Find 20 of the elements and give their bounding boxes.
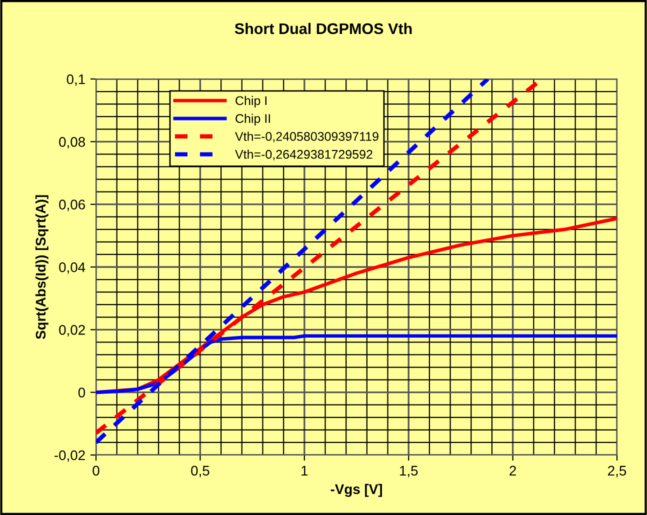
- y-tick-label: -0,02: [54, 450, 85, 462]
- x-tick-label: 0,5: [191, 466, 210, 478]
- legend-label: Vth=-0,240580309397119: [235, 132, 378, 142]
- y-tick-label: 0,06: [59, 200, 85, 212]
- y-tick-label: 0: [78, 388, 86, 398]
- y-tick-label: 0,04: [59, 262, 86, 274]
- y-tick-label: 0,1: [66, 74, 85, 86]
- x-tick-label: 2,5: [608, 466, 626, 478]
- legend-label: Vth=-0,26429381729592: [235, 150, 372, 160]
- y-tick-label: 0,02: [59, 325, 85, 336]
- x-tick-label: 2: [510, 466, 516, 476]
- legend-label: Chip II: [236, 114, 270, 126]
- chart-title: Short Dual DGPMOS Vth: [234, 22, 412, 34]
- y-axis-title: Sqrt(Abs(Id)) [Sqrt(A)]: [35, 195, 48, 340]
- y-tick-label: 0,08: [59, 137, 85, 148]
- x-tick-label: 1,5: [400, 466, 418, 478]
- x-tick-label: 1: [302, 466, 308, 476]
- x-axis-title: -Vgs [V]: [330, 484, 382, 497]
- legend-label: Chip I: [236, 96, 266, 108]
- x-tick-label: 0: [92, 466, 100, 476]
